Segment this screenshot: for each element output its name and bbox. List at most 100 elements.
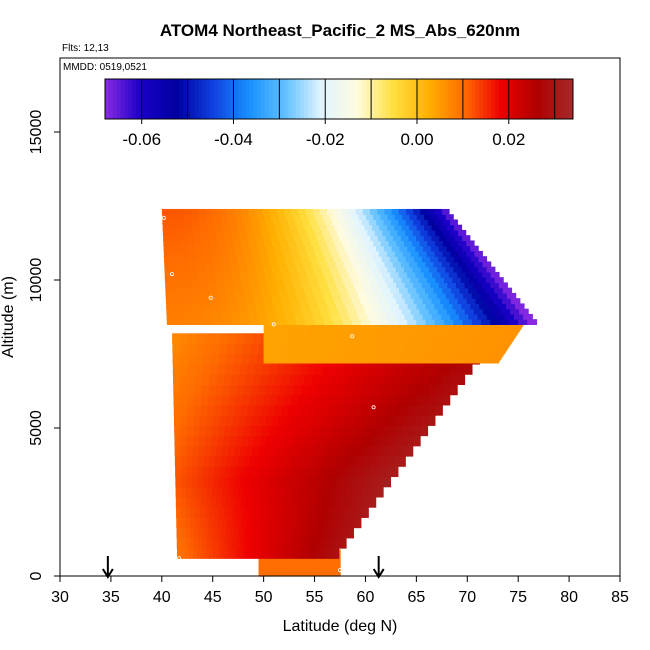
heatmap-cell xyxy=(447,345,455,348)
heatmap-cell xyxy=(459,333,467,336)
heatmap-cell xyxy=(227,537,233,549)
heatmap-cell xyxy=(206,486,213,498)
heatmap-cell xyxy=(409,331,417,334)
heatmap-cell xyxy=(294,341,302,345)
heatmap-cell xyxy=(297,562,300,565)
heatmap-cell xyxy=(314,292,324,299)
heatmap-cell xyxy=(238,455,245,467)
heatmap-cell xyxy=(488,303,498,310)
heatmap-cell xyxy=(180,507,187,518)
heatmap-cell xyxy=(284,486,291,498)
heatmap-cell xyxy=(523,313,533,320)
heatmap-cell xyxy=(398,303,409,310)
heatmap-cell xyxy=(214,394,223,406)
heatmap-cell xyxy=(358,507,365,518)
heatmap-cell xyxy=(278,562,282,565)
heatmap-cell xyxy=(282,559,286,561)
heatmap-cell xyxy=(266,571,270,573)
heatmap-cell xyxy=(301,333,309,336)
heatmap-cell xyxy=(503,324,511,327)
heatmap-cell xyxy=(365,271,375,278)
heatmap-cell xyxy=(257,277,267,284)
heatmap-cell xyxy=(314,517,320,529)
heatmap-cell xyxy=(287,527,293,539)
heatmap-cell xyxy=(300,340,308,343)
heatmap-cell xyxy=(477,313,488,320)
heatmap-cell xyxy=(353,455,360,467)
heatmap-cell xyxy=(276,313,287,320)
heatmap-cell xyxy=(327,562,331,565)
heatmap-cell xyxy=(187,245,196,252)
heatmap-cell xyxy=(272,298,282,305)
heatmap-cell xyxy=(299,354,307,357)
heatmap-cell xyxy=(183,292,193,299)
heatmap-cell xyxy=(222,266,232,273)
heatmap-cell xyxy=(280,565,284,567)
heatmap-cell xyxy=(346,357,354,360)
heatmap-cell xyxy=(313,560,317,563)
heatmap-cell xyxy=(303,565,306,567)
heatmap-cell xyxy=(323,250,332,257)
colorbar-segment xyxy=(362,79,367,119)
heatmap-cell xyxy=(301,562,304,565)
heatmap-cell xyxy=(331,271,341,278)
heatmap-cell xyxy=(282,527,288,539)
heatmap-cell xyxy=(227,214,236,221)
heatmap-cell xyxy=(260,568,264,571)
heatmap-cell xyxy=(313,572,317,575)
heatmap-cell xyxy=(426,338,433,341)
heatmap-cell xyxy=(327,435,335,447)
heatmap-cell xyxy=(440,359,448,362)
heatmap-cell xyxy=(258,568,262,571)
heatmap-cell xyxy=(268,573,272,576)
heatmap-cell xyxy=(262,569,266,572)
heatmap-cell xyxy=(405,359,412,362)
heatmap-cell xyxy=(300,384,309,396)
heatmap-cell xyxy=(417,357,425,360)
heatmap-cell xyxy=(244,455,251,467)
heatmap-cell xyxy=(349,292,359,299)
heatmap-cell xyxy=(187,250,197,257)
heatmap-cell xyxy=(269,548,275,559)
heatmap-cell xyxy=(269,361,276,364)
heatmap-cell xyxy=(217,486,223,498)
heatmap-cell xyxy=(190,517,196,529)
heatmap-cell xyxy=(281,507,288,518)
heatmap-cell xyxy=(370,235,379,242)
heatmap-cell xyxy=(353,326,361,329)
heatmap-cell xyxy=(307,537,313,549)
heatmap-cell xyxy=(363,507,369,518)
heatmap-cell xyxy=(288,338,296,341)
heatmap-cell xyxy=(239,235,249,242)
heatmap-cell xyxy=(334,359,341,362)
heatmap-cell xyxy=(190,507,196,518)
heatmap-cell xyxy=(328,324,336,327)
heatmap-cell xyxy=(437,326,445,329)
heatmap-cell xyxy=(269,355,277,359)
heatmap-cell xyxy=(258,313,268,320)
heatmap-cell xyxy=(395,435,403,447)
heatmap-cell xyxy=(287,566,290,569)
heatmap-cell xyxy=(493,340,501,343)
heatmap-cell xyxy=(438,214,447,221)
colorbar-segment xyxy=(183,79,188,119)
heatmap-cell xyxy=(307,425,315,437)
heatmap-cell xyxy=(373,240,382,247)
heatmap-cell xyxy=(391,348,398,352)
heatmap-cell xyxy=(212,313,223,320)
heatmap-cell xyxy=(383,219,392,226)
heatmap-cell xyxy=(404,327,412,331)
heatmap-cell xyxy=(323,292,333,299)
heatmap-cell xyxy=(194,394,202,406)
heatmap-cell xyxy=(221,219,230,226)
heatmap-cell xyxy=(395,425,403,437)
heatmap-cell xyxy=(411,240,421,247)
heatmap-cell xyxy=(442,329,450,332)
heatmap-cell xyxy=(191,214,200,221)
heatmap-cell xyxy=(351,361,359,364)
colorbar-segment xyxy=(463,79,469,119)
heatmap-cell xyxy=(328,245,338,252)
heatmap-cell xyxy=(280,566,284,569)
heatmap-cell xyxy=(377,354,384,357)
heatmap-cell xyxy=(422,404,430,416)
